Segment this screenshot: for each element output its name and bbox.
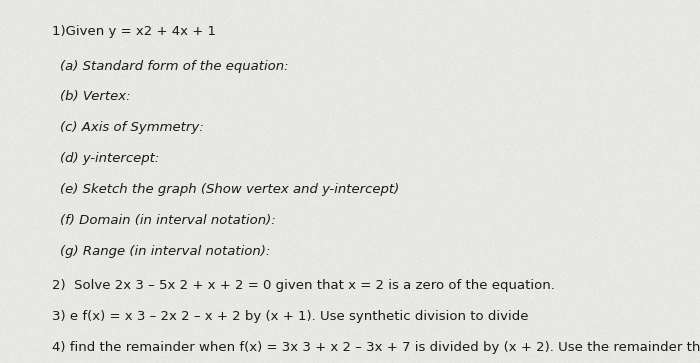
Text: (f) Domain (in interval notation):: (f) Domain (in interval notation): bbox=[60, 214, 275, 227]
Text: (d) y-intercept:: (d) y-intercept: bbox=[60, 152, 159, 165]
Text: (b) Vertex:: (b) Vertex: bbox=[60, 90, 130, 103]
Text: 4) find the remainder when f(x) = 3x 3 + x 2 – 3x + 7 is divided by (x + 2). Use: 4) find the remainder when f(x) = 3x 3 +… bbox=[52, 341, 700, 354]
Text: (c) Axis of Symmetry:: (c) Axis of Symmetry: bbox=[60, 121, 203, 134]
Text: 2)  Solve 2x 3 – 5x 2 + x + 2 = 0 given that x = 2 is a zero of the equation.: 2) Solve 2x 3 – 5x 2 + x + 2 = 0 given t… bbox=[52, 279, 555, 292]
Text: 3) e f(x) = x 3 – 2x 2 – x + 2 by (x + 1). Use synthetic division to divide: 3) e f(x) = x 3 – 2x 2 – x + 2 by (x + 1… bbox=[52, 310, 529, 323]
Text: (g) Range (in interval notation):: (g) Range (in interval notation): bbox=[60, 245, 270, 258]
Text: (e) Sketch the graph (Show vertex and y-intercept): (e) Sketch the graph (Show vertex and y-… bbox=[60, 183, 399, 196]
Text: (a) Standard form of the equation:: (a) Standard form of the equation: bbox=[60, 60, 288, 73]
Text: 1)Given y = x2 + 4x + 1: 1)Given y = x2 + 4x + 1 bbox=[52, 25, 216, 38]
